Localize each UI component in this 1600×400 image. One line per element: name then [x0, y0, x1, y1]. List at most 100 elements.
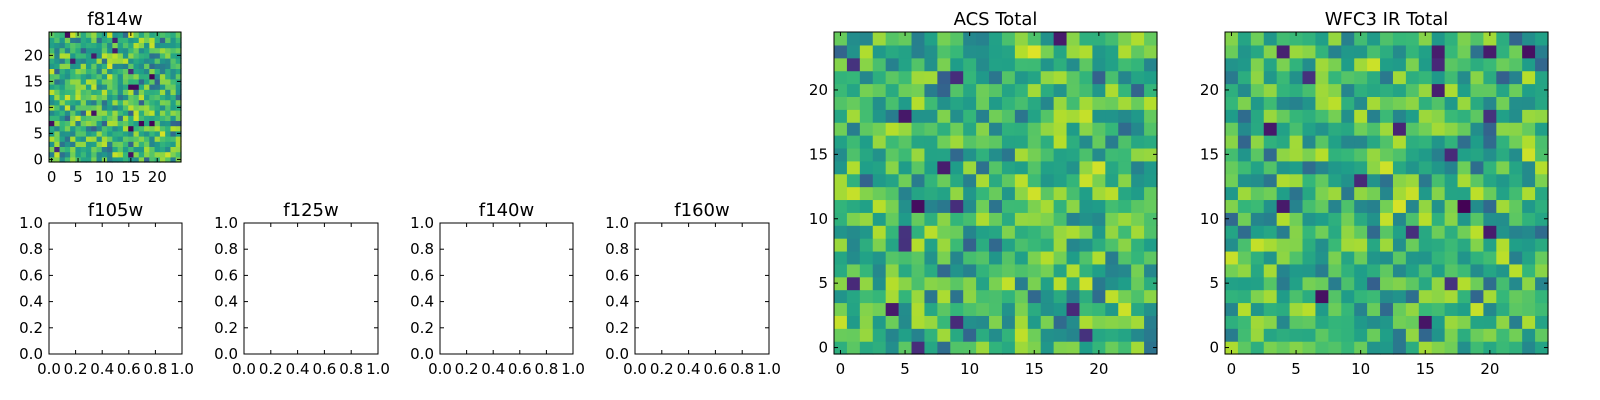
heatmap-cell — [101, 141, 108, 147]
heatmap-cell — [1237, 83, 1252, 97]
heatmap-cell — [154, 52, 161, 59]
heatmap-cell — [64, 125, 71, 132]
heatmap-cell — [834, 96, 848, 110]
heatmap-cell — [885, 32, 900, 46]
heatmap-cell — [80, 52, 87, 59]
heatmap-cell — [1053, 199, 1068, 213]
heatmap-cell — [1367, 83, 1381, 97]
heatmap-cell — [1001, 289, 1016, 304]
heatmap-cell — [112, 146, 119, 153]
heatmap-cell — [1225, 225, 1239, 239]
heatmap-cell — [1483, 276, 1497, 291]
heatmap-cell — [1066, 32, 1081, 46]
heatmap-cell — [159, 78, 166, 85]
heatmap-cell — [1496, 212, 1510, 226]
heatmap-cell — [1405, 109, 1420, 123]
heatmap-cell — [1289, 199, 1304, 213]
heatmap-cell — [989, 83, 1003, 97]
heatmap-cell — [1392, 276, 1407, 291]
heatmap-cell — [1001, 160, 1016, 175]
heatmap-cell — [149, 58, 156, 64]
heatmap-cell — [175, 68, 182, 75]
heatmap-cell — [1405, 341, 1420, 355]
heatmap-cell — [80, 141, 87, 147]
heatmap-cell — [1289, 289, 1304, 304]
heatmap-cell — [175, 141, 182, 147]
heatmap-cell — [834, 32, 848, 46]
heatmap-cell — [976, 341, 990, 355]
heatmap-cell — [1250, 70, 1265, 85]
heatmap-cell — [1289, 276, 1304, 291]
heatmap-cell — [80, 104, 87, 111]
heatmap-cell — [1040, 238, 1055, 252]
heatmap-cell — [1431, 147, 1446, 162]
heatmap-cell — [872, 263, 887, 278]
heatmap-cell — [1380, 32, 1394, 46]
heatmap-cell — [54, 78, 61, 85]
heatmap-cell — [85, 94, 92, 101]
heatmap-cell — [1522, 341, 1536, 355]
heatmap-cell — [1027, 70, 1042, 85]
heatmap-cell — [1509, 328, 1523, 342]
heatmap-cell — [1496, 186, 1510, 201]
heatmap-cell — [963, 212, 977, 226]
heatmap-cell — [1144, 328, 1158, 342]
heatmap-cell — [1118, 341, 1132, 355]
heatmap-cell — [59, 89, 66, 95]
heatmap-cell — [159, 73, 166, 80]
heatmap-cell — [1431, 238, 1446, 252]
heatmap-cell — [1066, 250, 1081, 265]
heatmap-cell — [133, 151, 140, 158]
heatmap-cell — [170, 37, 177, 43]
heatmap-cell — [937, 57, 951, 72]
heatmap-cell — [59, 78, 66, 85]
heatmap-cell — [80, 68, 87, 75]
heatmap-cell — [1315, 315, 1329, 329]
heatmap-cell — [128, 68, 135, 75]
heatmap-cell — [159, 84, 166, 90]
heatmap-cell — [1315, 186, 1329, 201]
heatmap-cell — [1040, 57, 1055, 72]
heatmap-cell — [96, 68, 103, 75]
heatmap-cell — [885, 276, 900, 291]
heatmap-cell — [1380, 109, 1394, 123]
heatmap-cell — [1444, 212, 1459, 226]
heatmap-cell — [963, 276, 977, 291]
x-tick-label: 10 — [95, 168, 114, 186]
heatmap-cell — [1250, 263, 1265, 278]
heatmap-cell — [1380, 212, 1394, 226]
heatmap-cell — [1289, 263, 1304, 278]
heatmap-cell — [112, 89, 119, 95]
heatmap-cell — [1079, 96, 1093, 110]
heatmap-cell — [138, 78, 145, 85]
heatmap-cell — [75, 78, 82, 85]
heatmap-cell — [1001, 57, 1016, 72]
heatmap-cell — [1470, 173, 1484, 188]
heatmap-cell — [1027, 276, 1042, 291]
heatmap-cell — [1276, 57, 1291, 72]
heatmap-cell — [834, 250, 848, 265]
heatmap-cell — [963, 122, 977, 136]
y-tick-label: 0 — [818, 339, 828, 357]
heatmap-cell — [159, 110, 166, 116]
heatmap-cell — [1431, 109, 1446, 123]
heatmap-cell — [1367, 186, 1381, 201]
heatmap-cell — [1483, 341, 1497, 355]
heatmap-cell — [1418, 302, 1433, 316]
heatmap-cell — [1250, 212, 1265, 226]
heatmap-cell — [170, 89, 177, 95]
heatmap-cell — [122, 58, 129, 64]
heatmap-cell — [96, 130, 103, 137]
heatmap-cell — [1470, 212, 1484, 226]
heatmap-cell — [1276, 238, 1291, 252]
heatmap-cell — [1040, 160, 1055, 175]
heatmap-cell — [1092, 238, 1106, 252]
heatmap-cell — [911, 302, 926, 316]
heatmap-cell — [70, 151, 76, 158]
heatmap-cell — [898, 238, 913, 252]
heatmap-cell — [924, 212, 938, 226]
x-tick-label: 1.0 — [170, 360, 194, 378]
heatmap-cell — [70, 84, 76, 90]
heatmap-cell — [144, 42, 150, 49]
heatmap-cell — [75, 146, 82, 153]
